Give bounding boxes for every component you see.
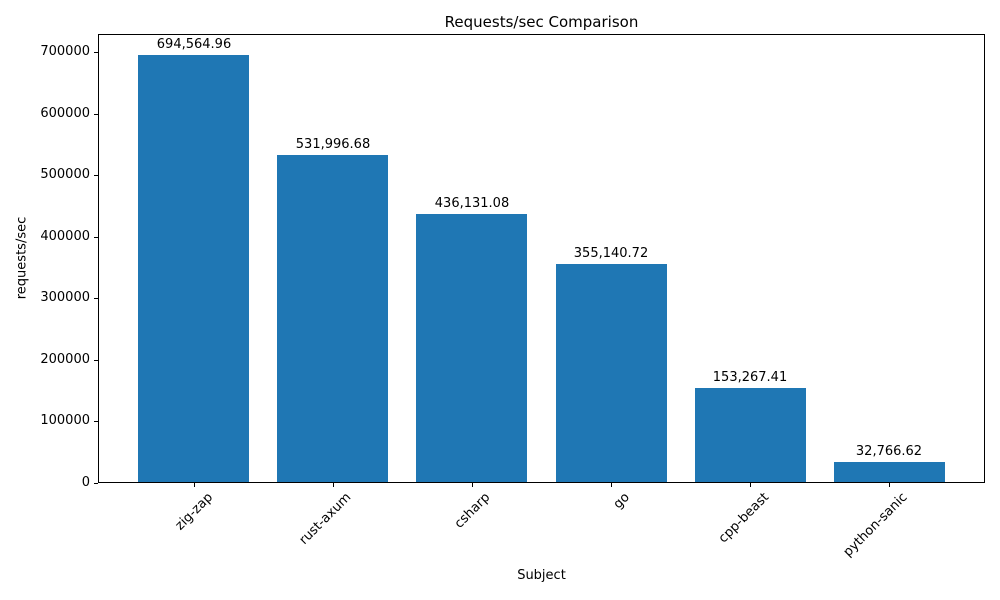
x-tick-mark xyxy=(889,483,890,487)
x-tick-label-csharp: csharp xyxy=(452,490,494,532)
x-tick-label-rust-axum: rust-axum xyxy=(296,490,355,548)
x-tick-mark xyxy=(194,483,195,487)
chart-title: Requests/sec Comparison xyxy=(444,13,639,31)
bar-csharp xyxy=(416,214,527,482)
y-tick-mark xyxy=(94,298,98,299)
y-axis-label: requests/sec xyxy=(14,216,30,300)
x-tick-mark xyxy=(611,483,612,487)
x-tick-mark xyxy=(750,483,751,487)
y-tick-mark xyxy=(94,483,98,484)
y-tick-label: 300000 xyxy=(40,290,90,305)
bar-go xyxy=(556,264,667,482)
x-tick-label-cpp-beast: cpp-beast xyxy=(715,490,772,547)
y-tick-label: 700000 xyxy=(40,44,90,59)
y-tick-mark xyxy=(94,114,98,115)
bar-value-label: 436,131.08 xyxy=(434,196,510,211)
y-tick-mark xyxy=(94,52,98,53)
x-axis-label: Subject xyxy=(517,568,566,583)
y-tick-label: 500000 xyxy=(40,167,90,182)
y-tick-mark xyxy=(94,175,98,176)
x-tick-label-python-sanic: python-sanic xyxy=(840,490,911,560)
bar-zig-zap xyxy=(138,55,249,482)
bar-value-label: 32,766.62 xyxy=(855,444,923,459)
x-tick-label-go: go xyxy=(610,490,633,513)
y-tick-mark xyxy=(94,360,98,361)
y-tick-label: 100000 xyxy=(40,413,90,428)
bar-value-label: 531,996.68 xyxy=(295,137,371,152)
bar-cpp-beast xyxy=(695,388,806,482)
x-tick-mark xyxy=(472,483,473,487)
y-tick-label: 400000 xyxy=(40,229,90,244)
bar-value-label: 355,140.72 xyxy=(573,246,649,261)
y-tick-label: 0 xyxy=(81,475,90,490)
bar-value-label: 153,267.41 xyxy=(712,370,788,385)
x-tick-label-zig-zap: zig-zap xyxy=(172,490,216,534)
bar-python-sanic xyxy=(834,462,945,482)
y-tick-label: 200000 xyxy=(40,352,90,367)
y-tick-mark xyxy=(94,421,98,422)
bar-value-label: 694,564.96 xyxy=(156,37,232,52)
y-tick-label: 600000 xyxy=(40,106,90,121)
x-tick-mark xyxy=(333,483,334,487)
bar-rust-axum xyxy=(277,155,388,482)
y-tick-mark xyxy=(94,237,98,238)
